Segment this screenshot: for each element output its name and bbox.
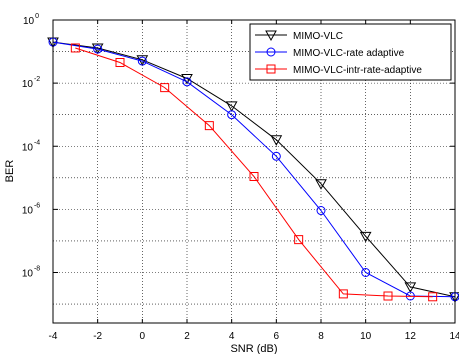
- x-tick-label: 6: [274, 331, 280, 342]
- data-point: [265, 30, 277, 42]
- legend-entry: MIMO-VLC-intr-rate-adaptive: [255, 64, 422, 76]
- data-point: [137, 56, 147, 66]
- data-point: [160, 83, 170, 93]
- x-tick-label: 12: [405, 331, 417, 342]
- data-point: [338, 289, 348, 299]
- data-point: [266, 47, 276, 57]
- data-point: [270, 135, 283, 146]
- data-point: [225, 101, 238, 112]
- y-tick-label: 10-2: [22, 76, 40, 90]
- legend-label: MIMO-VLC-rate adaptive: [293, 48, 405, 59]
- data-point: [383, 291, 393, 301]
- y-tick-label: 10-8: [22, 266, 40, 280]
- x-axis-label: SNR (dB): [230, 343, 277, 354]
- x-tick-label: 2: [184, 331, 190, 342]
- y-tick-exponent: -2: [34, 76, 40, 83]
- data-point: [227, 110, 237, 120]
- y-tick-label: 100: [23, 13, 39, 27]
- data-point: [315, 179, 327, 190]
- x-tick-label: -2: [93, 331, 102, 342]
- x-tick-label: 0: [140, 331, 146, 342]
- y-tick-label: 10-6: [22, 202, 40, 216]
- data-point: [316, 206, 326, 216]
- x-tick-label: -4: [49, 331, 58, 342]
- data-point: [359, 231, 372, 243]
- x-tick-label: 4: [229, 331, 235, 342]
- legend-label: MIMO-VLC-intr-rate-adaptive: [293, 65, 422, 76]
- data-point: [182, 77, 192, 87]
- data-point: [249, 172, 259, 182]
- series-line: [75, 47, 433, 298]
- y-tick-exponent: -6: [34, 202, 40, 209]
- x-tick-label: 10: [360, 331, 372, 342]
- data-point: [70, 43, 80, 53]
- legend-entry: MIMO-VLC: [255, 30, 343, 42]
- series-line: [52, 41, 456, 298]
- series-layer: [47, 37, 459, 303]
- data-point: [294, 235, 304, 245]
- data-point: [204, 121, 214, 131]
- y-tick-exponent: 0: [35, 13, 39, 20]
- data-point: [404, 282, 417, 293]
- legend-label: MIMO-VLC: [293, 31, 343, 42]
- y-tick-label: 10-4: [22, 139, 40, 153]
- y-tick-exponent: -4: [34, 139, 40, 146]
- data-point: [361, 268, 371, 277]
- y-axis-label: BER: [4, 160, 16, 183]
- data-point: [93, 44, 103, 54]
- data-point: [266, 64, 276, 74]
- series-line: [52, 41, 456, 298]
- data-point: [271, 151, 281, 161]
- plot-frame: [52, 19, 456, 324]
- data-point: [115, 58, 125, 68]
- x-tick-label: 8: [318, 331, 324, 342]
- x-tick-label: 14: [449, 331, 459, 342]
- data-point: [428, 292, 438, 302]
- series-3: [70, 43, 438, 302]
- legend: MIMO-VLC MIMO-VLC-rate adaptive MIMO-VLC-i…: [249, 23, 452, 81]
- y-tick-exponent: -8: [34, 266, 40, 273]
- legend-entry: MIMO-VLC-rate adaptive: [255, 47, 405, 59]
